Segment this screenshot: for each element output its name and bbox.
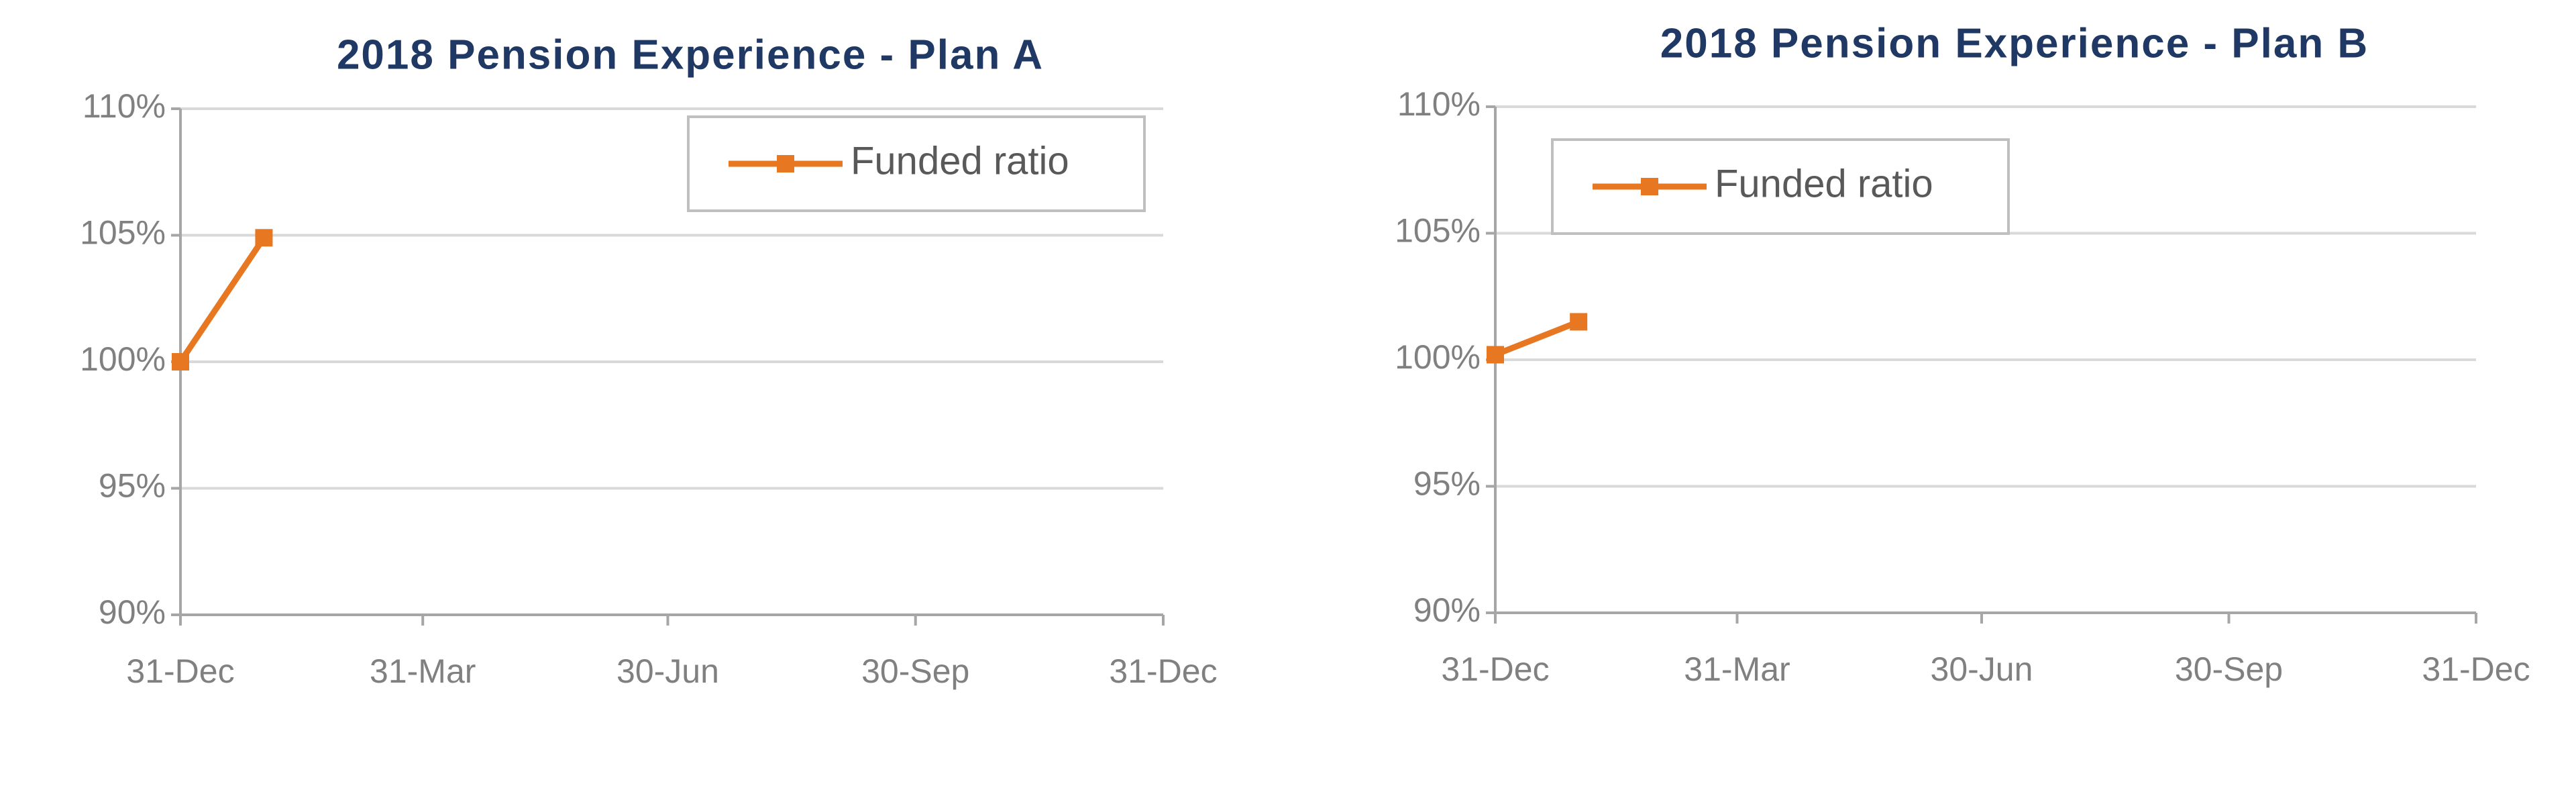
data-line	[1494, 319, 1580, 358]
x-tick-label: 31-Dec	[2422, 650, 2530, 688]
y-tick-label: 110%	[83, 87, 166, 125]
x-tick-label: 31-Mar	[370, 652, 476, 690]
y-tick-label: 95%	[99, 467, 166, 505]
y-tick-label: 100%	[80, 340, 166, 378]
y-tick-label: 105%	[80, 214, 166, 252]
x-tick-label: 30-Jun	[616, 652, 719, 690]
legend-label: Funded ratio	[851, 139, 1069, 183]
data-marker	[1570, 313, 1588, 331]
y-tick-label: 110%	[1397, 85, 1481, 123]
x-tick-label: 30-Jun	[1931, 650, 2033, 688]
y-tick-label: 105%	[1395, 212, 1481, 250]
data-line	[178, 236, 267, 364]
x-tick-label: 30-Sep	[2175, 650, 2283, 688]
y-tick-label: 90%	[99, 593, 166, 631]
legend-marker	[1641, 178, 1658, 195]
y-tick-label: 90%	[1413, 591, 1481, 629]
x-tick-label: 31-Dec	[1109, 652, 1217, 690]
y-tick-label: 100%	[1395, 338, 1481, 376]
legend-marker	[777, 155, 794, 172]
data-marker	[255, 229, 273, 247]
data-marker	[1487, 346, 1504, 364]
data-marker	[172, 353, 189, 371]
x-tick-label: 30-Sep	[861, 652, 969, 690]
x-tick-label: 31-Dec	[1441, 650, 1549, 688]
x-tick-label: 31-Dec	[126, 652, 234, 690]
legend-label: Funded ratio	[1715, 162, 1933, 205]
chart-title: 2018 Pension Experience - Plan A	[337, 32, 1044, 78]
y-tick-label: 95%	[1413, 465, 1481, 503]
chart-title: 2018 Pension Experience - Plan B	[1660, 20, 2369, 66]
x-tick-label: 31-Mar	[1684, 650, 1790, 688]
